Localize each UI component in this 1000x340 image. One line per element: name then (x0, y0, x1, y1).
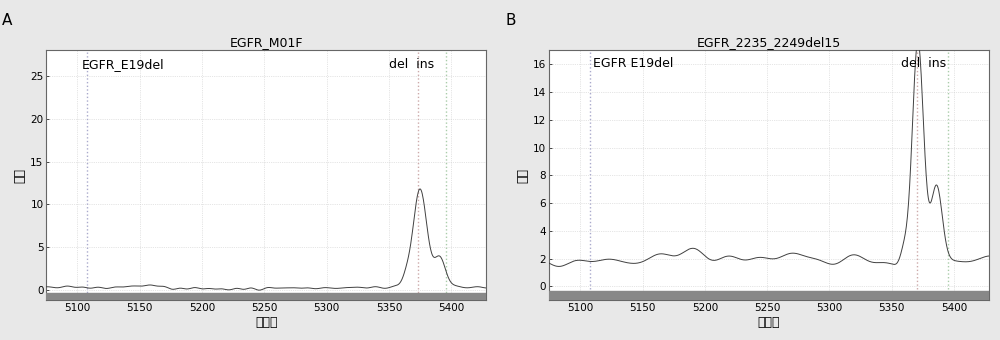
X-axis label: 分子量: 分子量 (255, 316, 277, 329)
Y-axis label: 强度: 强度 (13, 168, 26, 183)
Y-axis label: 强度: 强度 (516, 168, 529, 183)
Bar (549, 291, 989, 300)
Title: EGFR_2235_2249del15: EGFR_2235_2249del15 (697, 36, 841, 49)
Text: A: A (2, 13, 13, 28)
Text: B: B (505, 13, 516, 28)
X-axis label: 分子量: 分子量 (758, 316, 780, 329)
Text: del  ins: del ins (901, 57, 946, 70)
Bar (46, 293, 486, 300)
Text: del  ins: del ins (389, 57, 434, 71)
Text: EGFR E19del: EGFR E19del (593, 57, 673, 70)
Title: EGFR_M01F: EGFR_M01F (229, 36, 303, 49)
Text: EGFR_E19del: EGFR_E19del (82, 57, 164, 71)
